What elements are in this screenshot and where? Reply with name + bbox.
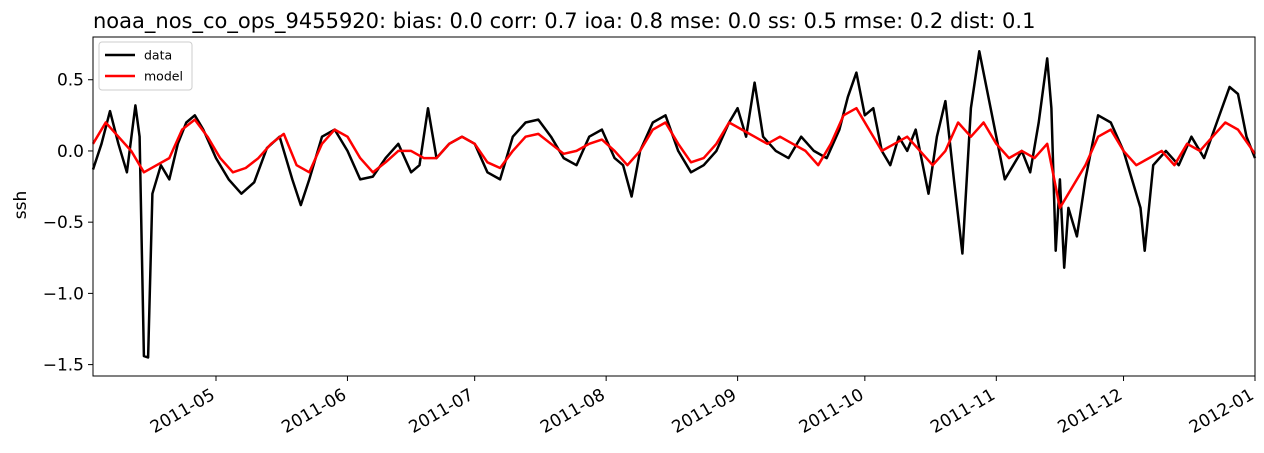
x-tick-label: 2011-09 — [669, 385, 741, 438]
x-tick-label: 2011-10 — [796, 385, 868, 438]
x-tick-label: 2011-08 — [537, 385, 609, 438]
x-tick-label: 2012-01 — [1186, 385, 1258, 438]
y-tick-label: 0.0 — [57, 142, 84, 162]
legend-label-data: data — [144, 48, 172, 63]
x-tick-label: 2011-05 — [147, 385, 219, 438]
x-tick-label: 2011-07 — [406, 385, 478, 438]
plot-frame — [92, 36, 1256, 377]
y-tick-label: 0.5 — [57, 71, 84, 91]
series-line-data — [91, 49, 1257, 359]
x-tick-label: 2011-11 — [927, 385, 999, 438]
legend-label-model: model — [144, 69, 183, 84]
y-tick-label: −0.5 — [43, 213, 84, 233]
y-axis: −1.5 −1.0 −0.5 0.0 0.5 — [43, 71, 93, 376]
y-axis-label: ssh — [11, 191, 31, 220]
x-tick-label: 2011-12 — [1055, 385, 1127, 438]
y-tick-label: −1.5 — [43, 356, 84, 376]
chart-title: noaa_nos_co_ops_9455920: bias: 0.0 corr:… — [93, 9, 1035, 34]
y-tick-label: −1.0 — [43, 284, 84, 304]
x-axis: 2011-05 2011-06 2011-07 2011-08 2011-09 2011-… — [147, 376, 1258, 438]
legend: data model — [98, 41, 193, 91]
series-line-model — [91, 106, 1257, 210]
plot-series — [91, 49, 1257, 359]
x-tick-label: 2011-06 — [278, 385, 350, 438]
